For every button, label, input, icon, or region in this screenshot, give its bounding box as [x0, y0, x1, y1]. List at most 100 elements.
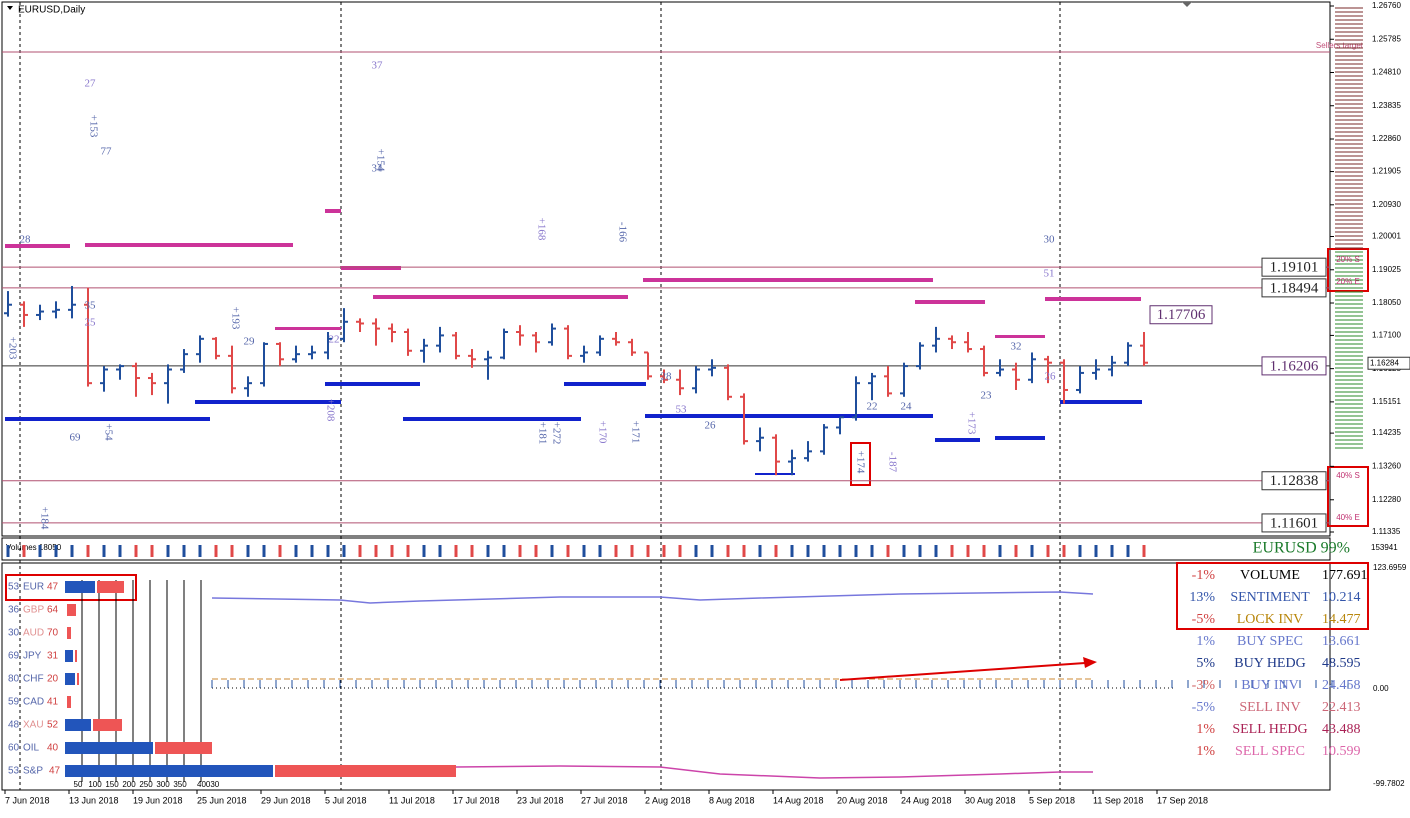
- volume-bar: [934, 545, 938, 557]
- date-label: 17 Jul 2018: [453, 795, 500, 805]
- currency-short: 47: [49, 766, 61, 777]
- volume-bar: [118, 545, 122, 557]
- date-label: 25 Jun 2018: [197, 795, 247, 805]
- volume-bar: [886, 545, 890, 557]
- buy-zone: [325, 382, 420, 386]
- long-bar: [65, 581, 95, 593]
- scale-label: 300: [156, 780, 170, 789]
- price-tick-label: 1.21905: [1372, 167, 1401, 176]
- short-bar: [275, 765, 456, 777]
- sell-zone: [325, 209, 341, 213]
- volume-bar: [22, 545, 26, 557]
- volume-bar: [438, 545, 442, 557]
- stat-label: BUY SPEC: [1237, 634, 1303, 649]
- sell-zone: [275, 327, 341, 330]
- price-tick-label: 1.25785: [1372, 34, 1401, 43]
- volume-bar: [38, 545, 42, 557]
- volume-bar: [582, 545, 586, 557]
- price-tick-label: 1.23835: [1372, 101, 1401, 110]
- spec-line: [455, 765, 1093, 779]
- currency-name: JPY: [23, 651, 42, 662]
- long-bar: [65, 765, 273, 777]
- scale-label: 350: [173, 780, 187, 789]
- highlight-box: [1327, 248, 1369, 292]
- annotation: +208: [324, 399, 336, 422]
- volume-bar: [598, 545, 602, 557]
- volume-bar: [1126, 545, 1130, 557]
- long-bar: [65, 650, 73, 662]
- volume-bar: [86, 545, 90, 557]
- long-bar: [65, 719, 91, 731]
- level-note: 20% E: [1336, 277, 1360, 286]
- annotation: +181: [536, 422, 548, 445]
- menu-arrow[interactable]: [7, 6, 13, 10]
- volume-bar: [1142, 545, 1146, 557]
- buy-zone: [5, 417, 210, 421]
- price-tick-label: 1.15151: [1372, 397, 1401, 406]
- date-label: 20 Aug 2018: [837, 795, 888, 805]
- sentiment-line: [211, 591, 1094, 604]
- volume-bar: [1094, 545, 1098, 557]
- currency-long: 36: [8, 605, 20, 616]
- volume-bar: [790, 545, 794, 557]
- long-bar: [65, 742, 153, 754]
- volume-bar: [246, 545, 250, 557]
- price-tick-label: 1.26760: [1372, 1, 1401, 10]
- date-label: 13 Jun 2018: [69, 795, 119, 805]
- indicator-min: -99.7802: [1373, 779, 1405, 788]
- highlight-box: [1176, 562, 1369, 630]
- volume-bar: [374, 545, 378, 557]
- short-bar: [155, 742, 212, 754]
- volume-bar: [534, 545, 538, 557]
- volume-max: 153941: [1371, 543, 1398, 552]
- price-tick-label: 1.24810: [1372, 68, 1401, 77]
- annotation: 22: [867, 401, 878, 413]
- volume-bar: [662, 545, 666, 557]
- sell-zone: [915, 300, 985, 304]
- annotation: 77: [101, 146, 113, 158]
- scale-label: 150: [105, 780, 119, 789]
- currency-short: 31: [47, 651, 59, 662]
- currency-long: 69: [8, 651, 20, 662]
- volume-bar: [102, 545, 106, 557]
- order-zones: [5, 209, 1142, 475]
- volume-bar: [326, 545, 330, 557]
- currency-name: S&P: [23, 766, 43, 777]
- volume-bar: [182, 545, 186, 557]
- scale-label: 40030: [197, 780, 220, 789]
- stat-label: SENTIMENT: [1230, 590, 1310, 605]
- currency-name: OIL: [23, 743, 40, 754]
- volume-bar: [918, 545, 922, 557]
- annotation: 27: [85, 78, 97, 90]
- volume-bar: [678, 545, 682, 557]
- short-bar: [77, 673, 79, 685]
- date-label: 29 Jun 2018: [261, 795, 311, 805]
- currency-long: 60: [8, 743, 20, 754]
- date-label: 17 Sep 2018: [1157, 795, 1208, 805]
- annotation: 35: [85, 300, 97, 312]
- price-level-label: 1.11601: [1270, 515, 1318, 531]
- sell-zone: [5, 244, 70, 248]
- annotation: 69: [70, 432, 82, 444]
- stat-label: SELL SPEC: [1235, 744, 1305, 759]
- stat-label: SELL INV: [1239, 700, 1300, 715]
- volume-bar: [838, 545, 842, 557]
- volume-bar: [774, 545, 778, 557]
- volume-label: Volumes 18050: [6, 543, 62, 552]
- price-tick-label: 1.20930: [1372, 200, 1401, 209]
- annotation: 25: [85, 317, 97, 329]
- price-level-badge: [1261, 356, 1327, 376]
- stat-pct: 1%: [1196, 722, 1215, 737]
- stat-value: 48.595: [1322, 656, 1361, 671]
- volume-bar: [646, 545, 650, 557]
- price-level-badge: [1261, 513, 1327, 533]
- volume-bar: [390, 545, 394, 557]
- buy-zone: [564, 382, 646, 386]
- currency-name: XAU: [23, 720, 44, 731]
- volume-bar: [806, 545, 810, 557]
- target-label: 1.17706: [1157, 307, 1206, 323]
- stat-value: 13.661: [1322, 634, 1361, 649]
- stat-pct: 1%: [1196, 634, 1215, 649]
- stat-label: LOCK INV: [1237, 612, 1304, 627]
- highlight-box: [1327, 466, 1369, 527]
